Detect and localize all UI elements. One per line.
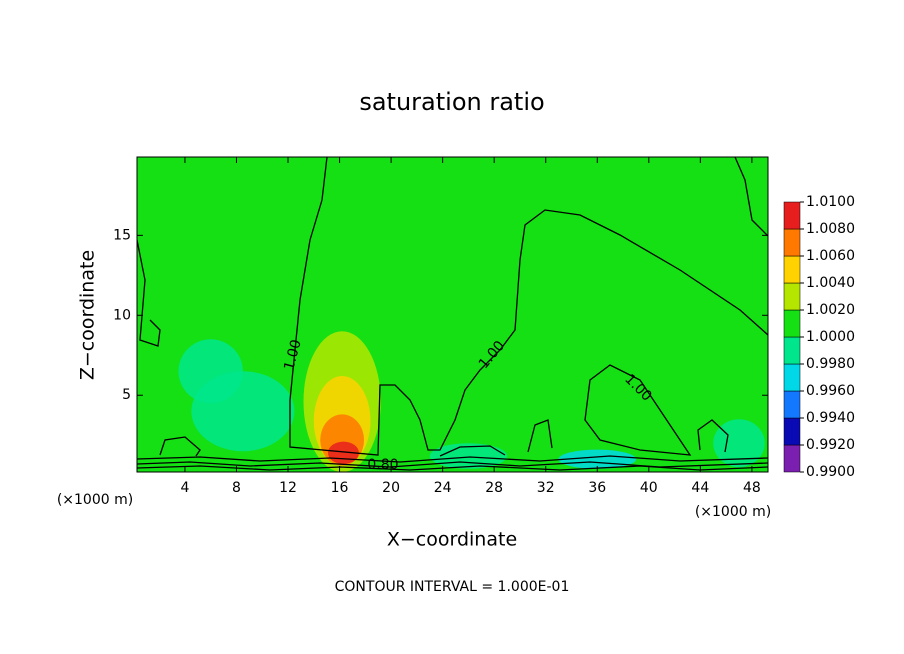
colorbar-label: 1.0100 <box>806 194 855 210</box>
contour-label: 0.80 <box>367 457 398 473</box>
y-tick-label: 10 <box>113 307 131 323</box>
x-tick-label: 16 <box>331 480 349 496</box>
colorbar-label: 0.9980 <box>806 356 855 372</box>
x-tick-label: 24 <box>434 480 452 496</box>
colorbar-label: 0.9960 <box>806 383 855 399</box>
field-region <box>713 419 765 468</box>
footer: CONTOUR INTERVAL = 1.000E-01 <box>335 579 570 595</box>
x-tick-label: 20 <box>382 480 400 496</box>
colorbar-swatch <box>783 282 801 311</box>
colorbar-swatch <box>783 309 801 338</box>
y-axis-label: Z−coordinate <box>77 250 99 380</box>
colorbar-swatch <box>783 336 801 365</box>
contour-lines <box>137 157 768 471</box>
x-tick-label: 32 <box>537 480 555 496</box>
field-region <box>178 339 243 404</box>
x-tick-label: 40 <box>640 480 658 496</box>
colorbar-label: 0.9900 <box>806 464 855 480</box>
colorbar-swatch <box>783 228 801 257</box>
colorbar-swatch <box>783 417 801 446</box>
field <box>137 157 768 472</box>
colorbar-label: 1.0080 <box>806 221 855 237</box>
colorbar-label: 1.0040 <box>806 275 855 291</box>
x-axis-label: X−coordinate <box>387 529 517 551</box>
x-tick-label: 12 <box>279 480 297 496</box>
colorbar-label: 0.9920 <box>806 437 855 453</box>
x-unit: (×1000 m) <box>695 504 771 520</box>
y-tick-label: 15 <box>113 227 131 243</box>
y-tick-label: 5 <box>122 387 131 403</box>
colorbar-swatch <box>783 201 801 230</box>
colorbar-swatch <box>783 390 801 419</box>
colorbar-label: 0.9940 <box>806 410 855 426</box>
chart-title: saturation ratio <box>359 88 544 116</box>
contour-label: 1.00 <box>281 338 305 372</box>
x-tick-label: 48 <box>743 480 761 496</box>
x-tick-label: 36 <box>588 480 606 496</box>
x-tick-label: 44 <box>691 480 709 496</box>
x-tick-label: 28 <box>485 480 503 496</box>
colorbar-swatch <box>783 444 801 473</box>
colorbar-label: 1.0000 <box>806 329 855 345</box>
colorbar-label: 1.0020 <box>806 302 855 318</box>
colorbar-swatch <box>783 363 801 392</box>
colorbar-label: 1.0060 <box>806 248 855 264</box>
x-tick-label: 8 <box>232 480 241 496</box>
x-unit: (×1000 m) <box>57 492 133 508</box>
x-tick-label: 4 <box>180 480 189 496</box>
plot-frame <box>136 156 769 473</box>
colorbar-swatch <box>783 255 801 284</box>
